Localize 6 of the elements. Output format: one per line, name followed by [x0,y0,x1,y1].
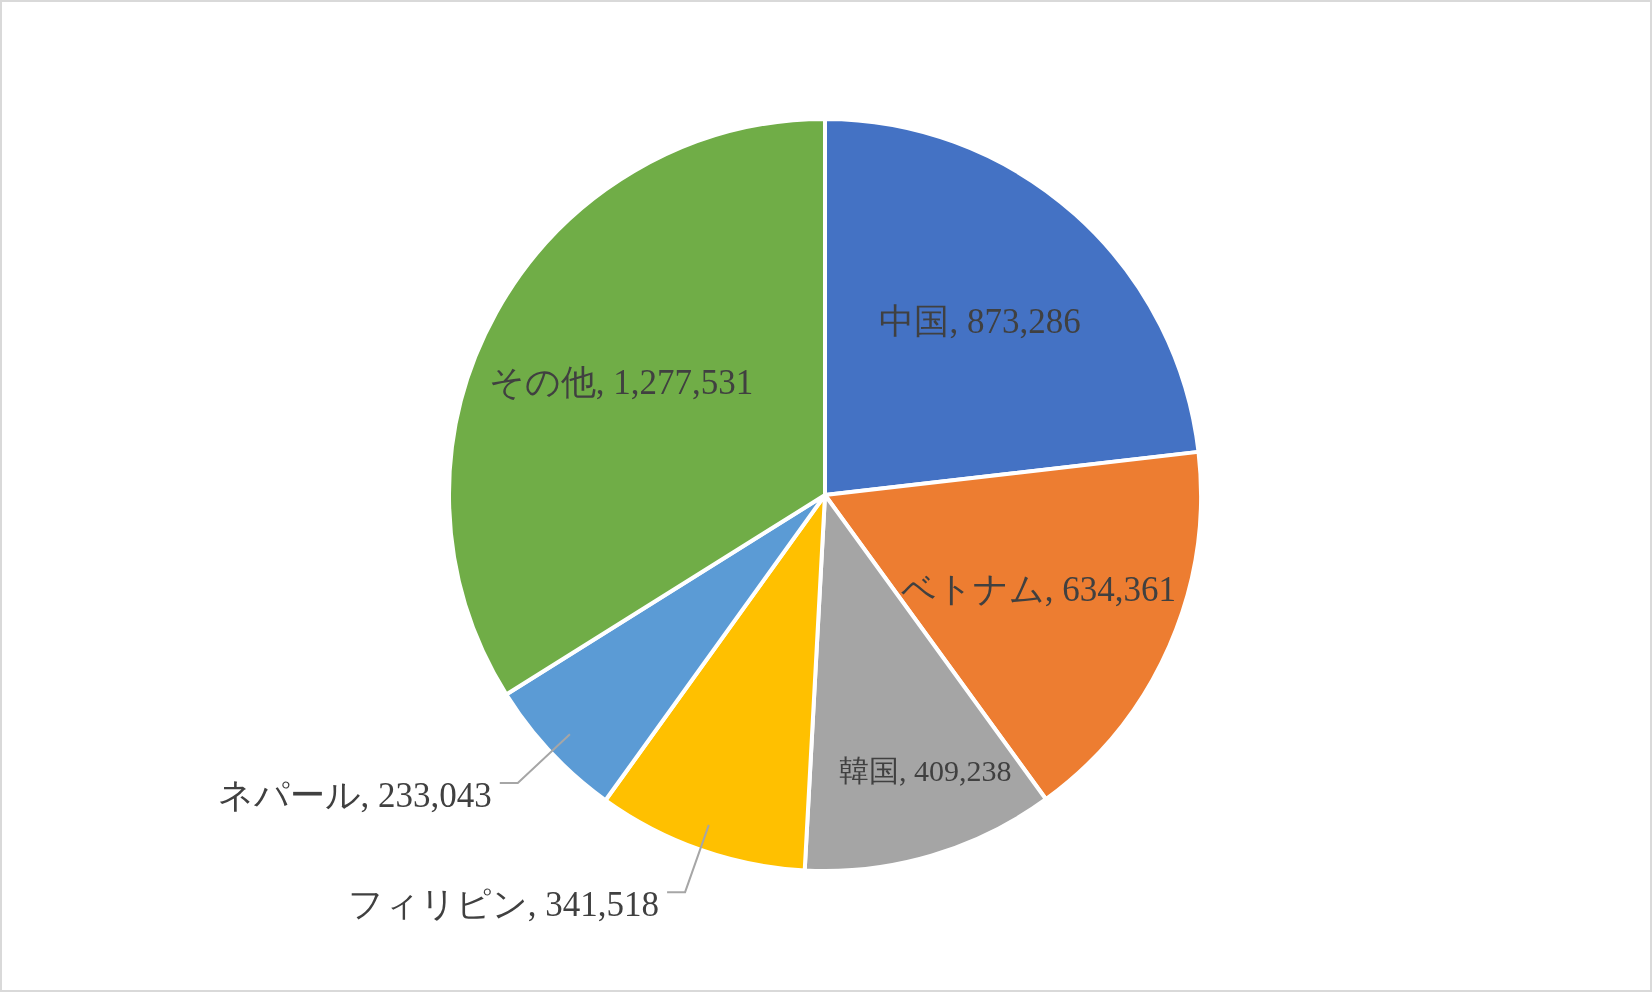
slice-label: 韓国, 409,238 [839,753,1012,787]
slice-label: ベトナム, 634,361 [900,569,1177,609]
slice-label: その他, 1,277,531 [488,363,754,403]
slice-label: ネパール, 233,043 [217,776,492,816]
slice-label: 中国, 873,286 [879,301,1081,341]
slice-label: フィリピン, 341,518 [347,885,660,925]
